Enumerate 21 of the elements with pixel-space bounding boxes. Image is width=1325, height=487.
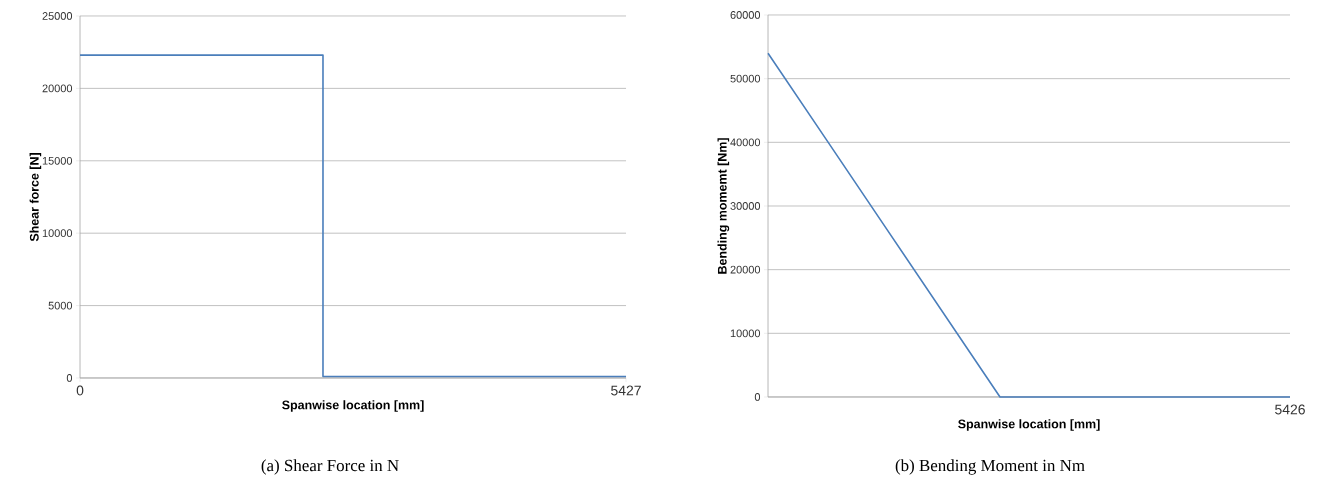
- y-tick-label: 60000: [730, 11, 761, 19]
- y-tick-label: 40000: [730, 138, 761, 147]
- y-tick-label: 5000: [48, 301, 73, 310]
- y-tick-label: 30000: [730, 202, 761, 210]
- x-axis-title: Spanwise location [mm]: [282, 400, 424, 412]
- y-tick-label: 50000: [730, 74, 761, 83]
- x-tick-label: 5427: [611, 385, 641, 396]
- y-tick-label: 25000: [42, 12, 73, 20]
- x-axis-title: Spanwise location [mm]: [958, 419, 1100, 431]
- y-axis-title: Bending momemt [Nm]: [717, 138, 730, 274]
- text: (a) Shear Force in N: [261, 459, 399, 475]
- y-tick-label: 20000: [42, 84, 73, 93]
- y-tick-label: 0: [66, 374, 73, 382]
- x-tick-label: 5426: [1275, 404, 1305, 415]
- y-axis-title: Shear force [N]: [29, 153, 42, 242]
- y-tick-label: 10000: [42, 229, 73, 238]
- text: (b) Bending Moment in Nm: [895, 459, 1085, 475]
- y-tick-label: 0: [754, 393, 761, 401]
- y-tick-label: 10000: [730, 329, 761, 338]
- y-tick-label: 20000: [730, 265, 761, 274]
- y-tick-label: 15000: [42, 156, 73, 165]
